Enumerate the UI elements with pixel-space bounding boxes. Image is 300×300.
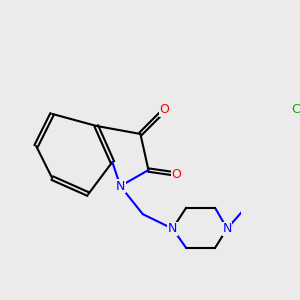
Text: N: N (168, 222, 177, 235)
Text: O: O (160, 103, 170, 116)
Text: N: N (222, 222, 232, 235)
Text: O: O (172, 168, 182, 181)
Text: Cl: Cl (291, 103, 300, 116)
Text: N: N (116, 180, 125, 193)
